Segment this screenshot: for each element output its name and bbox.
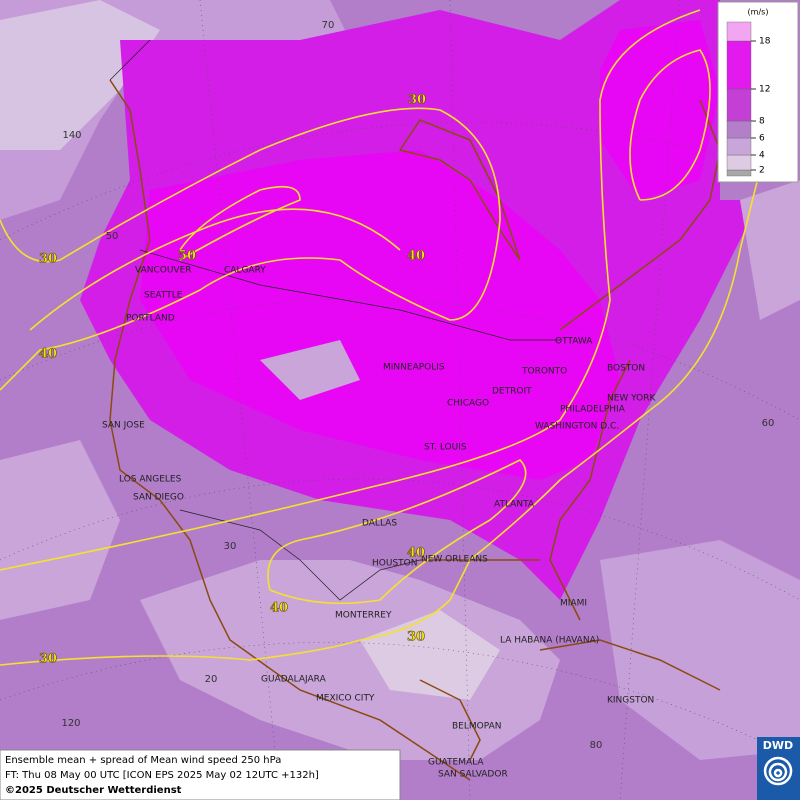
- city-label: SAN SALVADOR: [438, 770, 508, 780]
- legend-tick-label: 6: [759, 134, 765, 144]
- graticule-label: 140: [62, 130, 81, 141]
- footer: Ensemble mean + spread of Mean wind spee…: [0, 749, 401, 800]
- city-label: PORTLAND: [126, 314, 175, 324]
- contour-label: 40: [39, 347, 57, 362]
- city-label: ATLANTA: [494, 500, 535, 510]
- contour-label: 30: [407, 630, 425, 645]
- legend-unit: (m/s): [748, 8, 769, 17]
- city-label: MINNEAPOLIS: [383, 363, 445, 373]
- graticule-label: 120: [61, 718, 80, 729]
- legend-tick-label: 18: [759, 37, 771, 47]
- city-label: NEW YORK: [607, 394, 657, 404]
- contour-label: 40: [270, 601, 288, 616]
- city-label: SAN DIEGO: [133, 493, 184, 503]
- legend-swatch: [726, 40, 752, 90]
- city-label: LA HABANA (HAVANA): [500, 636, 599, 646]
- city-label: SEATTLE: [144, 291, 183, 301]
- contour-label: 50: [178, 249, 196, 264]
- city-label: VANCOUVER: [135, 266, 192, 276]
- contours: [0, 9, 761, 666]
- city-label: CHICAGO: [447, 399, 489, 409]
- contour-label: 30: [408, 93, 426, 108]
- graticule-label: 50: [106, 231, 119, 242]
- legend-swatch: [726, 120, 752, 139]
- graticule-label: 70: [322, 20, 335, 31]
- city-label: LOS ANGELES: [119, 475, 182, 485]
- borders: [109, 39, 560, 601]
- logo-icon: [763, 756, 793, 786]
- legend-swatch: [726, 154, 752, 171]
- legend-swatch: [726, 21, 752, 42]
- city-label: TORONTO: [521, 367, 567, 377]
- footer-line: Ensemble mean + spread of Mean wind spee…: [5, 755, 281, 766]
- contour-label: 40: [407, 249, 425, 264]
- legend: (m/s) 2 4 6 8 12 18: [717, 1, 799, 183]
- copyright: ©2025 Deutscher Wetterdienst: [5, 785, 182, 796]
- legend-tick-label: 4: [759, 151, 765, 161]
- legend-swatch: [726, 88, 752, 122]
- city-label: OTTAWA: [555, 337, 593, 347]
- graticule-label: 60: [762, 418, 775, 429]
- footer-line: FT: Thu 08 May 00 UTC [ICON EPS 2025 May…: [5, 770, 319, 781]
- legend-swatch: [726, 169, 752, 177]
- legend-swatch: [726, 137, 752, 156]
- city-label: ST. LOUIS: [424, 443, 467, 453]
- contour-label: 30: [39, 652, 57, 667]
- contour-label: 30: [39, 252, 57, 267]
- city-label: DALLAS: [362, 519, 397, 529]
- city-label: BOSTON: [607, 364, 645, 374]
- city-label: MONTERREY: [335, 611, 392, 621]
- city-label: KINGSTON: [607, 696, 654, 706]
- labels: VANCOUVER CALGARY SEATTLE PORTLAND SAN JOSE L…: [39, 20, 775, 780]
- graticule-label: 20: [205, 674, 218, 685]
- city-label: DETROIT: [492, 387, 532, 397]
- city-label: SAN JOSE: [102, 421, 145, 431]
- city-label: CALGARY: [224, 266, 266, 276]
- logo-text: DWD: [763, 739, 793, 752]
- city-label: HOUSTON: [372, 559, 417, 569]
- city-label: GUADALAJARA: [261, 675, 327, 685]
- city-label: WASHINGTON D.C.: [535, 422, 619, 432]
- graticule-label: 30: [224, 541, 237, 552]
- city-label: BELMOPAN: [452, 722, 501, 732]
- legend-tick-label: 8: [759, 117, 765, 127]
- contour-label: 40: [407, 546, 425, 561]
- wind-field: [0, 0, 800, 760]
- city-label: PHILADELPHIA: [560, 405, 626, 415]
- footer-box: [0, 749, 401, 800]
- city-label: MIAMI: [560, 599, 587, 609]
- legend-tick-label: 12: [759, 85, 770, 95]
- city-label: GUATEMALA: [428, 758, 484, 768]
- city-label: NEW ORLEANS: [421, 555, 488, 565]
- graticule-label: 80: [590, 740, 603, 751]
- logo[interactable]: DWD: [757, 737, 800, 800]
- legend-tick-label: 2: [759, 166, 765, 176]
- city-label: MEXICO CITY: [316, 694, 375, 704]
